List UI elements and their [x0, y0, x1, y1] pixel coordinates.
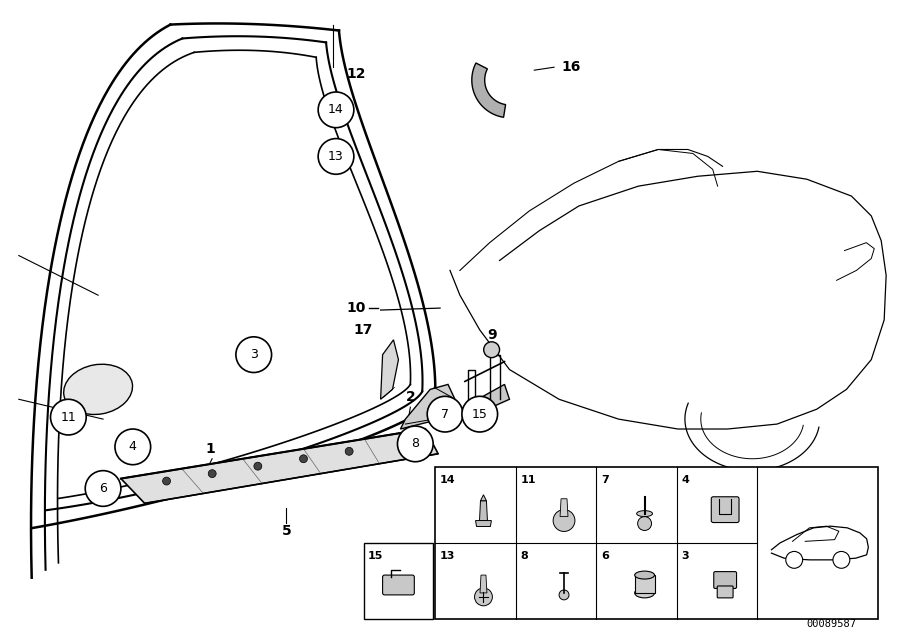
Text: 14: 14	[328, 104, 344, 116]
Text: 15: 15	[368, 551, 383, 561]
Text: 15: 15	[472, 408, 488, 420]
Bar	[364, 543, 433, 619]
Circle shape	[50, 399, 86, 435]
Circle shape	[786, 551, 803, 568]
Ellipse shape	[634, 588, 654, 598]
FancyBboxPatch shape	[711, 497, 739, 523]
Text: 10: 10	[346, 301, 365, 315]
Text: 3: 3	[250, 348, 257, 361]
Circle shape	[483, 342, 500, 358]
Text: 00089587: 00089587	[806, 619, 857, 629]
Polygon shape	[381, 340, 399, 399]
Text: 13: 13	[328, 150, 344, 163]
Circle shape	[346, 447, 353, 455]
Bar	[435, 467, 878, 619]
Polygon shape	[480, 575, 487, 593]
FancyBboxPatch shape	[382, 575, 414, 595]
Circle shape	[254, 462, 262, 470]
Polygon shape	[121, 429, 438, 504]
Circle shape	[554, 510, 575, 531]
Ellipse shape	[64, 364, 132, 415]
Circle shape	[319, 92, 354, 128]
Polygon shape	[472, 63, 506, 117]
Text: 6: 6	[601, 551, 609, 561]
Circle shape	[208, 470, 216, 478]
Text: 1: 1	[205, 442, 215, 456]
Polygon shape	[475, 521, 491, 526]
Text: 7: 7	[601, 474, 609, 485]
Text: 8: 8	[520, 551, 528, 561]
Text: 16: 16	[562, 60, 580, 74]
Polygon shape	[400, 384, 455, 429]
Text: 13: 13	[440, 551, 455, 561]
Circle shape	[163, 477, 170, 485]
Circle shape	[115, 429, 150, 465]
Circle shape	[428, 396, 463, 432]
Text: 11: 11	[520, 474, 536, 485]
FancyBboxPatch shape	[717, 586, 734, 598]
Circle shape	[474, 588, 492, 606]
Text: 11: 11	[60, 411, 76, 424]
Ellipse shape	[636, 511, 652, 517]
Text: 6: 6	[99, 482, 107, 495]
Polygon shape	[460, 384, 509, 419]
Text: 9: 9	[487, 328, 497, 342]
Circle shape	[300, 455, 308, 463]
Text: 17: 17	[353, 323, 373, 337]
Circle shape	[398, 426, 433, 462]
Circle shape	[319, 138, 354, 174]
Circle shape	[638, 517, 652, 530]
Text: 5: 5	[282, 524, 292, 538]
Polygon shape	[481, 495, 486, 501]
Text: 4: 4	[129, 440, 137, 453]
Polygon shape	[480, 501, 488, 521]
Text: 8: 8	[411, 438, 419, 450]
FancyBboxPatch shape	[714, 572, 736, 589]
Circle shape	[462, 396, 498, 432]
Text: 4: 4	[682, 474, 689, 485]
Circle shape	[86, 471, 121, 506]
Text: 14: 14	[440, 474, 455, 485]
Text: 2: 2	[406, 391, 415, 404]
Text: 12: 12	[346, 67, 365, 81]
Circle shape	[833, 551, 850, 568]
Text: 7: 7	[441, 408, 449, 420]
Circle shape	[236, 337, 272, 373]
Ellipse shape	[634, 571, 654, 579]
Bar	[634, 575, 654, 593]
Circle shape	[559, 590, 569, 600]
Text: 3: 3	[682, 551, 689, 561]
Polygon shape	[560, 498, 568, 517]
